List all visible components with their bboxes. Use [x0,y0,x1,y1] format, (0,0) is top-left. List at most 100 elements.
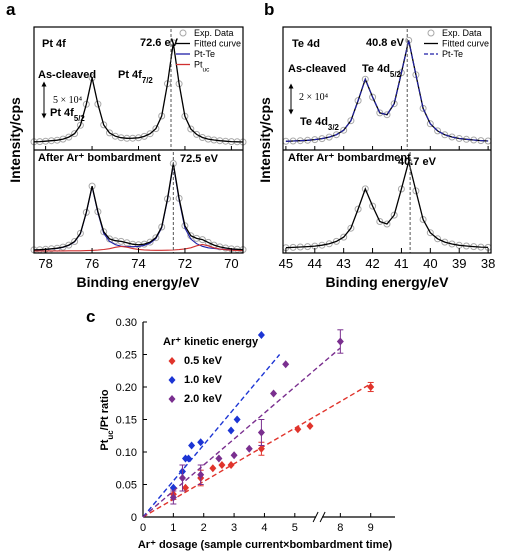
legend-label: 1.0 keV [184,374,223,386]
x-tick-label: 43 [336,256,350,271]
data-point [383,111,391,119]
x-tick-label: 45 [279,256,293,271]
axis-break [319,511,326,523]
panel-title: c [86,307,95,326]
data-point [405,158,413,166]
data-point [197,438,205,447]
y-axis-label-part: uc [106,430,115,440]
data-point [257,331,265,339]
data-point [397,69,405,77]
x-tick-label: 1 [170,522,176,534]
data-point [282,360,290,369]
data-point [245,444,253,453]
peak-name: Te 4d3/2 [300,116,340,132]
data-point [76,121,84,129]
data-point [106,129,113,137]
data-point [376,218,384,225]
fit-line [142,354,281,518]
plot-frame [282,26,492,254]
data-point [197,470,205,479]
legend-symbol [179,29,187,37]
data-point [100,228,108,236]
data-point [209,464,217,473]
x-tick-label: 42 [365,256,379,271]
data-point [419,216,427,223]
x-tick-label: 70 [224,256,238,271]
data-point [383,220,391,228]
y-tick-label: 0.20 [116,382,137,394]
x-axis-label: Binding energy/eV [326,274,450,290]
data-point [412,187,420,195]
scale-bar-label: 5 × 10⁴ [53,95,83,106]
legend-label: Fitted curve [442,39,489,49]
data-point [71,238,79,245]
data-point [390,211,398,219]
y-tick-label: 0 [131,512,137,524]
peak-name: Pt 4f7/2 [118,69,153,85]
y-axis-label-part: Pt [99,439,111,450]
data-point [361,75,369,83]
x-tick-label: 78 [38,256,52,271]
data-point [332,131,340,139]
data-point [340,233,348,241]
y-tick-label: 0.30 [116,317,137,329]
curve [285,161,489,249]
data-point [185,454,193,463]
axis-break [312,511,319,523]
x-tick-label: 9 [368,522,374,534]
peak-name-part: 5/2 [74,114,86,123]
data-point [227,461,235,469]
legend-symbol [168,395,176,403]
y-tick-label: 0.15 [116,415,137,427]
x-tick-label: 72 [178,256,192,271]
x-tick-label: 39 [452,256,466,271]
state-label: After Ar⁺ bombardment [288,152,411,164]
peak-label: 72.5 eV [180,153,219,165]
peak-label: 40.8 eV [366,37,405,49]
data-point [187,125,195,133]
data-point [441,238,449,246]
data-point [218,461,226,469]
panel-title: b [264,0,274,19]
curve [33,164,244,251]
peak-name-part: Pt 4f [118,69,142,81]
data-point [434,127,442,135]
x-tick-label: 5 [292,522,298,534]
data-point [426,229,434,237]
data-point [336,337,344,346]
legend-label: Exp. Data [442,28,482,38]
data-point [390,100,398,108]
x-tick-label: 76 [85,256,99,271]
y-axis-label: Ptuc/Pt ratio [99,389,115,450]
x-tick-label: 3 [231,522,237,534]
x-tick-label: 41 [394,256,408,271]
data-point [257,444,265,453]
data-point [65,133,73,141]
state-label: After Ar⁺ bombardment [38,152,161,164]
legend-label: 2.0 keV [184,393,223,405]
data-point [146,130,154,138]
data-point [354,205,362,213]
x-tick-label: 74 [131,256,145,271]
data-point [193,130,201,138]
data-point [100,121,108,129]
legend-title: Ar⁺ kinetic energy [163,336,259,348]
state-label: As-cleaved [288,63,346,75]
fit-line [142,347,341,518]
data-point [215,454,223,463]
peak-name: Te 4d5/2 [362,63,402,79]
legend-label: Exp. Data [194,28,234,38]
peak-label: 40.7 eV [398,156,437,168]
peak-name-part: Pt 4f [50,107,74,119]
data-point [340,126,348,134]
data-point [397,185,405,193]
data-point [65,241,73,249]
data-point [71,130,79,138]
data-point [426,120,434,128]
data-point [332,237,340,245]
data-point [169,493,177,502]
x-tick-label: 2 [201,522,207,534]
peak-name-part: Te 4d [362,63,390,75]
legend-symbol [427,29,435,37]
